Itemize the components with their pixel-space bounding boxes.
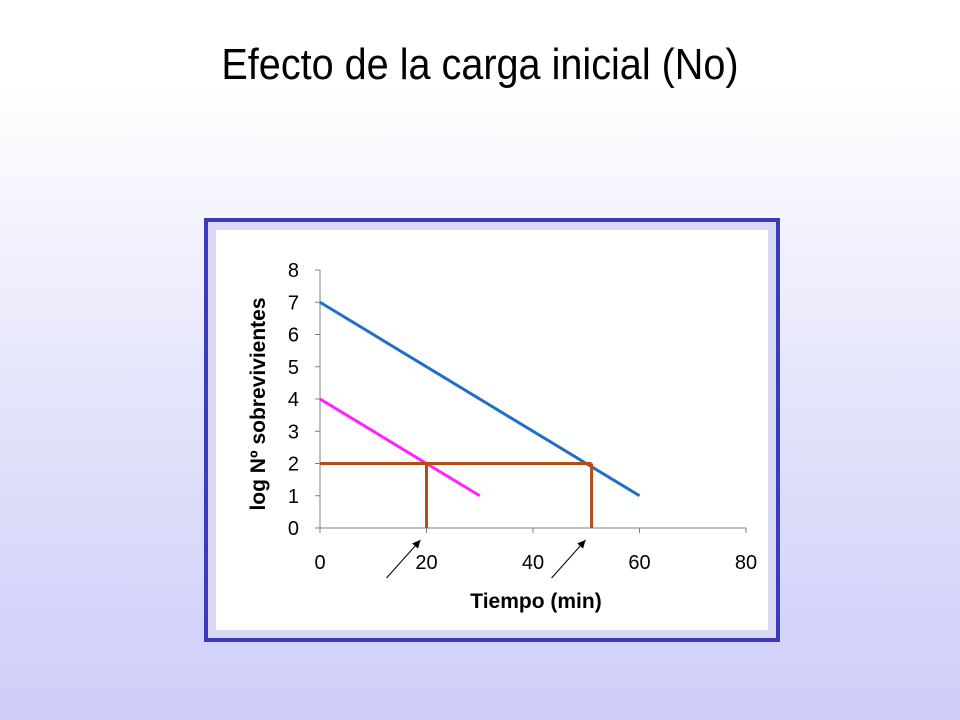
x-tick-label: 80 [735,552,757,574]
chart-frame: 0 1 2 3 4 5 6 7 8 0 20 40 60 80 Tiempo (min) log Nº s… [204,218,780,642]
annotation-arrowhead-2 [577,540,586,549]
slide-title: Efecto de la carga inicial (No) [221,40,739,89]
annotation-arrow-1 [386,539,421,579]
chart-area: 0 1 2 3 4 5 6 7 8 0 20 40 60 80 Tiempo (min) log Nº s… [216,230,768,630]
x-tick-label: 40 [522,552,544,574]
y-axis-title: log Nº sobrevivientes [247,297,270,510]
chart-axes [315,269,747,533]
y-tick-label: 0 [288,518,299,540]
y-tick-label: 7 [288,292,299,314]
y-tick-label: 3 [288,421,299,443]
x-tick-label: 20 [415,552,437,574]
x-tick-label: 60 [628,552,650,574]
y-tick-label: 4 [288,389,299,411]
y-tick-label: 1 [288,486,299,508]
annotation-arrow-2 [551,539,586,579]
y-tick-label: 2 [288,454,299,476]
x-tick-label: 0 [314,552,325,574]
chart-annotations [386,539,586,579]
annotation-arrowhead-1 [412,540,421,549]
chart-reference-lines [320,462,594,528]
y-tick-label: 5 [288,357,299,379]
series-line-2 [319,397,481,498]
x-axis-title: Tiempo (min) [470,590,601,613]
y-tick-label: 8 [288,260,299,282]
y-tick-label: 6 [288,325,299,347]
